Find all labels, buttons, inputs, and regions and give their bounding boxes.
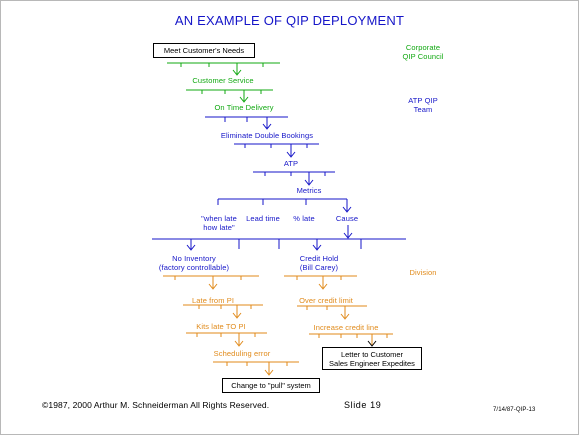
node-change-pull-system: Change to "pull" system [222, 378, 320, 393]
node-on-time-delivery: On Time Delivery [214, 103, 274, 112]
node-when-late-line1: "when late [201, 214, 237, 223]
bracket-metrics [217, 198, 348, 211]
node-change-pull-system-text: Change to "pull" system [231, 381, 311, 390]
atp-team-label-line1: ATP QIP [408, 96, 438, 105]
node-when-late-line2: how late" [203, 223, 235, 232]
footer-copyright: ©1987, 2000 Arthur M. Schneiderman All R… [42, 400, 270, 410]
bracket-late-from-pi [183, 304, 263, 317]
node-meet-customer-needs-text: Meet Customer's Needs [163, 46, 245, 55]
node-no-inventory-line1: No Inventory [172, 254, 216, 263]
bracket-cause [152, 225, 406, 249]
node-increase-credit-line: Increase credit line [313, 323, 379, 332]
node-scheduling-error: Scheduling error [213, 349, 271, 358]
bracket-eliminate [234, 143, 319, 156]
node-lead-time: Lead time [246, 214, 280, 223]
bracket-kits-late [186, 332, 267, 345]
footer-slide-number: Slide 19 [344, 400, 382, 410]
bracket-over-credit [297, 305, 367, 318]
bracket-scheduling [213, 361, 299, 374]
footer-code: 7/14/87-QIP-13 [493, 407, 536, 413]
bracket-meet-needs [167, 62, 280, 74]
bracket-credit-hold [284, 275, 357, 288]
node-over-credit-limit: Over credit limit [299, 296, 353, 305]
node-credit-hold-line1: Credit Hold [299, 254, 339, 263]
bracket-atp [253, 171, 335, 184]
node-no-inventory-line2: (factory controllable) [158, 263, 230, 272]
node-metrics: Metrics [296, 186, 322, 195]
atp-team-label-line2: Team [413, 105, 433, 114]
node-atp: ATP [283, 159, 299, 168]
node-letter-line2: Sales Engineer Expedites [329, 358, 415, 368]
node-letter-line1: Letter to Customer [340, 349, 404, 359]
corporate-label-line1: Corporate [405, 43, 441, 52]
bracket-no-inventory [163, 275, 259, 288]
atp-team-label: ATP QIP Team [408, 96, 438, 114]
corporate-council-label: Corporate QIP Council [403, 43, 444, 61]
node-letter-to-customer: Letter to Customer Sales Engineer Expedi… [322, 347, 422, 370]
bracket-on-time [205, 116, 288, 128]
node-meet-customer-needs: Meet Customer's Needs [153, 43, 255, 58]
node-credit-hold-line2: (Bill Carey) [299, 263, 339, 272]
corporate-label-line2: QIP Council [402, 52, 444, 61]
node-late-from-pi: Late from PI [191, 296, 235, 305]
division-label: Division [409, 268, 437, 277]
node-cause: Cause [335, 214, 359, 223]
node-kits-late-to-pi: Kits late TO PI [196, 322, 246, 331]
node-when-late: "when late how late" [201, 214, 237, 232]
node-customer-service: Customer Service [192, 76, 254, 85]
node-pct-late: % late [293, 214, 315, 223]
bracket-increase-credit [309, 333, 393, 345]
node-eliminate-double-bookings: Eliminate Double Bookings [220, 131, 314, 140]
slide-title: AN EXAMPLE OF QIP DEPLOYMENT [174, 13, 405, 28]
node-credit-hold: Credit Hold (Bill Carey) [300, 254, 339, 272]
bracket-customer-service [186, 89, 273, 101]
node-no-inventory: No Inventory (factory controllable) [159, 254, 229, 272]
